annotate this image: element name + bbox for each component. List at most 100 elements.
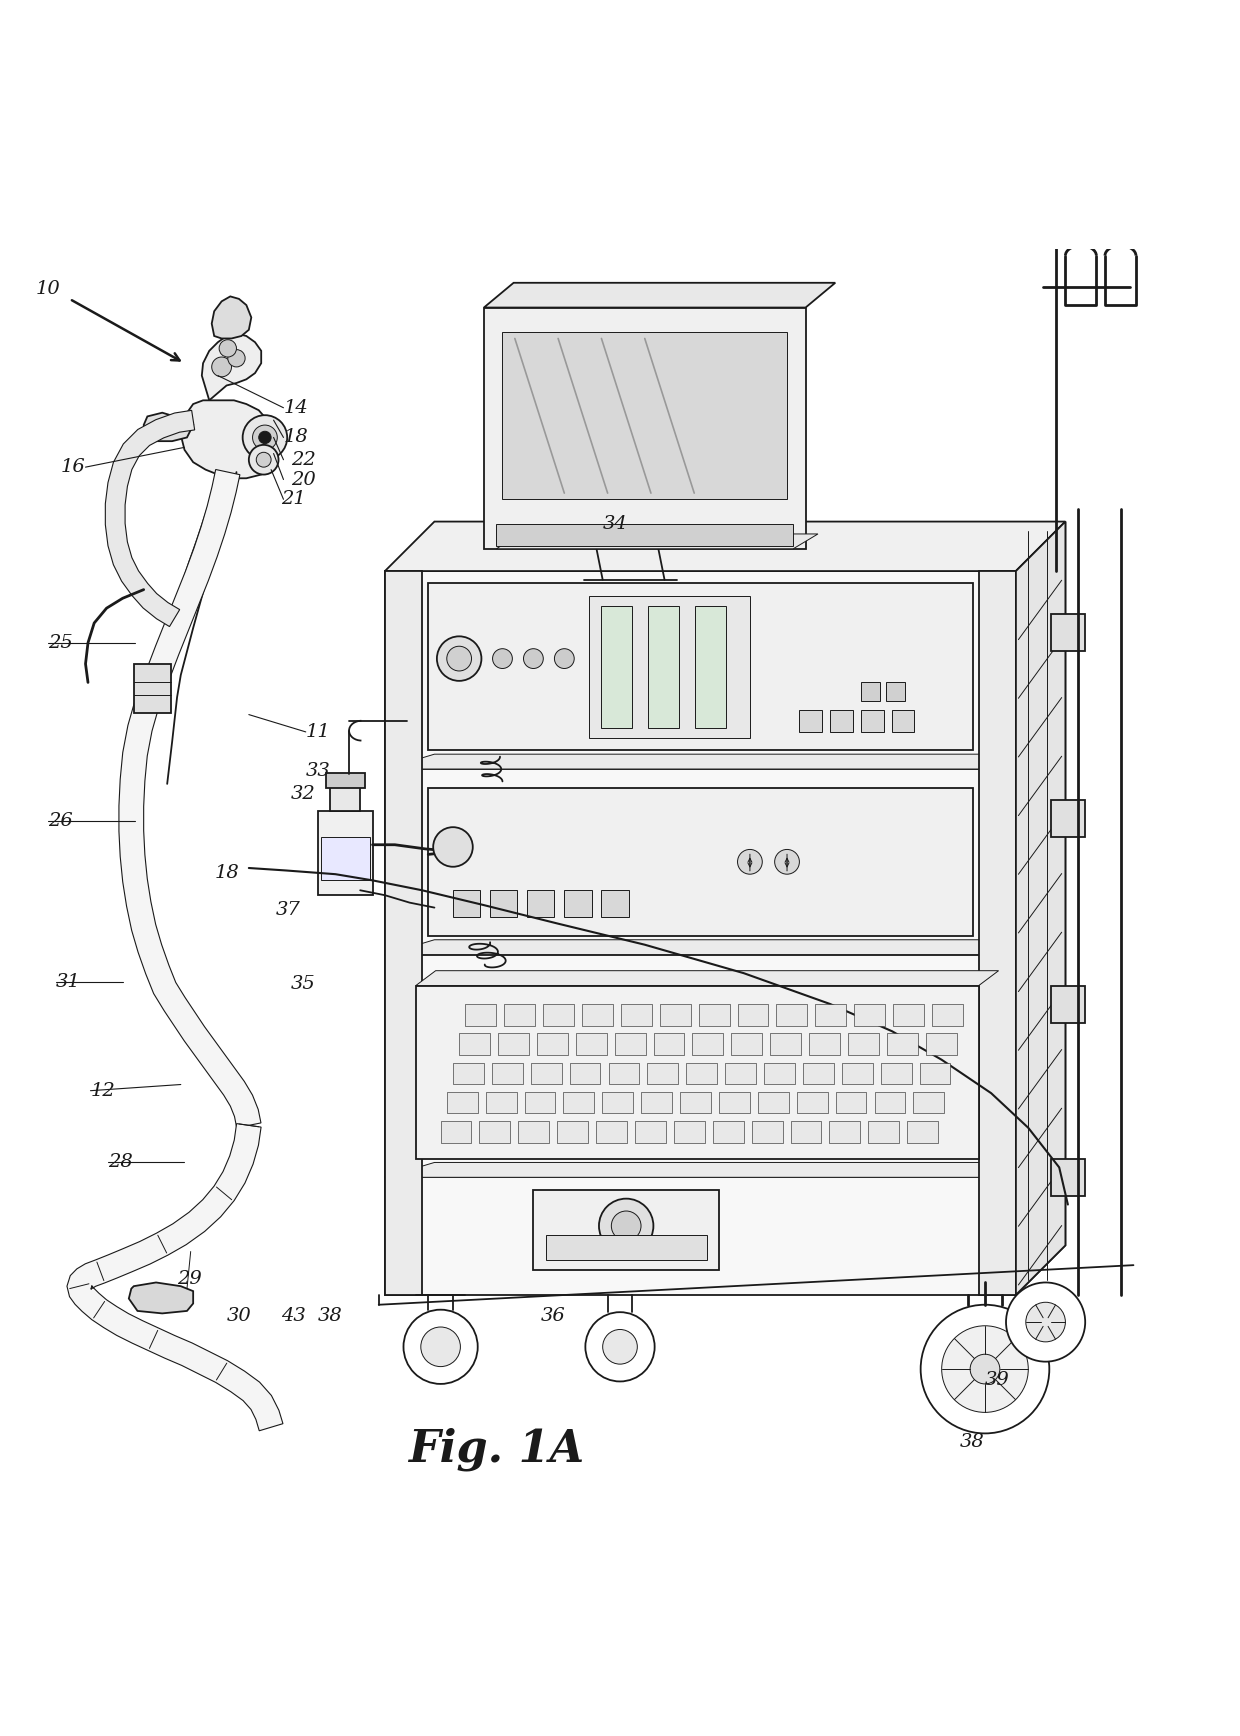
Polygon shape bbox=[105, 410, 195, 627]
Bar bbox=[428, 788, 972, 936]
Bar bbox=[326, 773, 365, 788]
Bar bbox=[1050, 800, 1085, 837]
Text: 33: 33 bbox=[306, 762, 331, 781]
Bar bbox=[776, 1003, 807, 1026]
Bar bbox=[810, 1033, 839, 1055]
Circle shape bbox=[941, 1326, 1028, 1413]
Bar bbox=[496, 524, 794, 547]
Circle shape bbox=[228, 349, 246, 366]
Circle shape bbox=[243, 415, 288, 460]
Bar bbox=[680, 1092, 711, 1113]
Bar bbox=[415, 986, 978, 1158]
Polygon shape bbox=[384, 521, 1065, 571]
Polygon shape bbox=[484, 283, 836, 307]
Circle shape bbox=[433, 826, 472, 866]
Bar bbox=[465, 1003, 496, 1026]
Bar bbox=[816, 1003, 846, 1026]
Bar bbox=[758, 1092, 789, 1113]
Text: 34: 34 bbox=[603, 516, 627, 533]
Bar bbox=[537, 1033, 568, 1055]
Bar bbox=[764, 1062, 795, 1085]
Circle shape bbox=[920, 1305, 1049, 1434]
Bar bbox=[459, 1033, 490, 1055]
Circle shape bbox=[775, 849, 800, 875]
Circle shape bbox=[249, 444, 279, 474]
Circle shape bbox=[585, 1312, 655, 1382]
Text: 22: 22 bbox=[291, 451, 316, 469]
Circle shape bbox=[219, 340, 237, 358]
Bar bbox=[893, 710, 914, 733]
Bar bbox=[978, 571, 1016, 1295]
Bar bbox=[914, 1092, 944, 1113]
Polygon shape bbox=[67, 1123, 283, 1430]
Bar bbox=[518, 1121, 549, 1142]
Bar bbox=[862, 682, 880, 701]
Bar bbox=[842, 1062, 873, 1085]
Bar bbox=[830, 1121, 861, 1142]
Circle shape bbox=[1025, 1302, 1065, 1342]
Polygon shape bbox=[496, 535, 818, 549]
Bar bbox=[453, 1062, 484, 1085]
Text: 26: 26 bbox=[48, 812, 73, 830]
Bar bbox=[920, 1062, 950, 1085]
Bar bbox=[698, 1003, 729, 1026]
Text: 31: 31 bbox=[56, 972, 81, 991]
Bar bbox=[692, 1033, 723, 1055]
Text: 11: 11 bbox=[306, 722, 331, 741]
Text: 21: 21 bbox=[281, 490, 306, 509]
Bar bbox=[738, 1003, 769, 1026]
Circle shape bbox=[253, 425, 278, 450]
Text: 10: 10 bbox=[36, 279, 61, 299]
Bar bbox=[575, 1033, 606, 1055]
Circle shape bbox=[212, 358, 232, 377]
Bar bbox=[527, 891, 554, 918]
Bar bbox=[557, 1121, 588, 1142]
Text: 16: 16 bbox=[61, 458, 86, 476]
Circle shape bbox=[492, 649, 512, 668]
Bar bbox=[596, 1121, 627, 1142]
Text: 36: 36 bbox=[541, 1307, 565, 1325]
Bar bbox=[498, 1033, 529, 1055]
Bar bbox=[713, 1121, 744, 1142]
Bar bbox=[880, 1062, 911, 1085]
Bar bbox=[603, 1092, 634, 1113]
Polygon shape bbox=[384, 753, 1065, 769]
Text: 18: 18 bbox=[215, 865, 239, 882]
Bar bbox=[804, 1062, 833, 1085]
Polygon shape bbox=[384, 939, 1065, 955]
Polygon shape bbox=[202, 333, 262, 401]
Bar bbox=[649, 606, 680, 727]
Bar bbox=[321, 837, 370, 880]
Bar bbox=[384, 571, 1016, 1295]
Polygon shape bbox=[1016, 521, 1065, 1295]
Bar bbox=[563, 1092, 594, 1113]
Bar bbox=[331, 785, 360, 811]
Bar bbox=[751, 1121, 782, 1142]
Bar bbox=[134, 663, 171, 713]
Text: 43: 43 bbox=[281, 1307, 306, 1325]
Text: 32: 32 bbox=[291, 785, 316, 802]
Bar bbox=[505, 1003, 536, 1026]
Text: 20: 20 bbox=[291, 470, 316, 488]
Text: 18: 18 bbox=[284, 429, 309, 446]
Bar bbox=[908, 1121, 939, 1142]
Bar bbox=[490, 891, 517, 918]
Bar bbox=[564, 891, 591, 918]
Bar bbox=[797, 1092, 827, 1113]
Circle shape bbox=[970, 1354, 999, 1384]
Bar bbox=[887, 682, 904, 701]
Bar bbox=[621, 1003, 652, 1026]
Bar bbox=[868, 1121, 899, 1142]
Text: 38: 38 bbox=[319, 1307, 343, 1325]
Bar bbox=[453, 891, 480, 918]
Bar bbox=[440, 1121, 471, 1142]
Circle shape bbox=[420, 1326, 460, 1366]
Bar bbox=[525, 1092, 556, 1113]
Bar bbox=[589, 595, 750, 738]
Bar bbox=[601, 606, 632, 727]
Bar bbox=[543, 1003, 574, 1026]
Bar bbox=[569, 1062, 600, 1085]
Bar bbox=[770, 1033, 801, 1055]
Text: 39: 39 bbox=[985, 1371, 1009, 1389]
Bar bbox=[696, 606, 727, 727]
